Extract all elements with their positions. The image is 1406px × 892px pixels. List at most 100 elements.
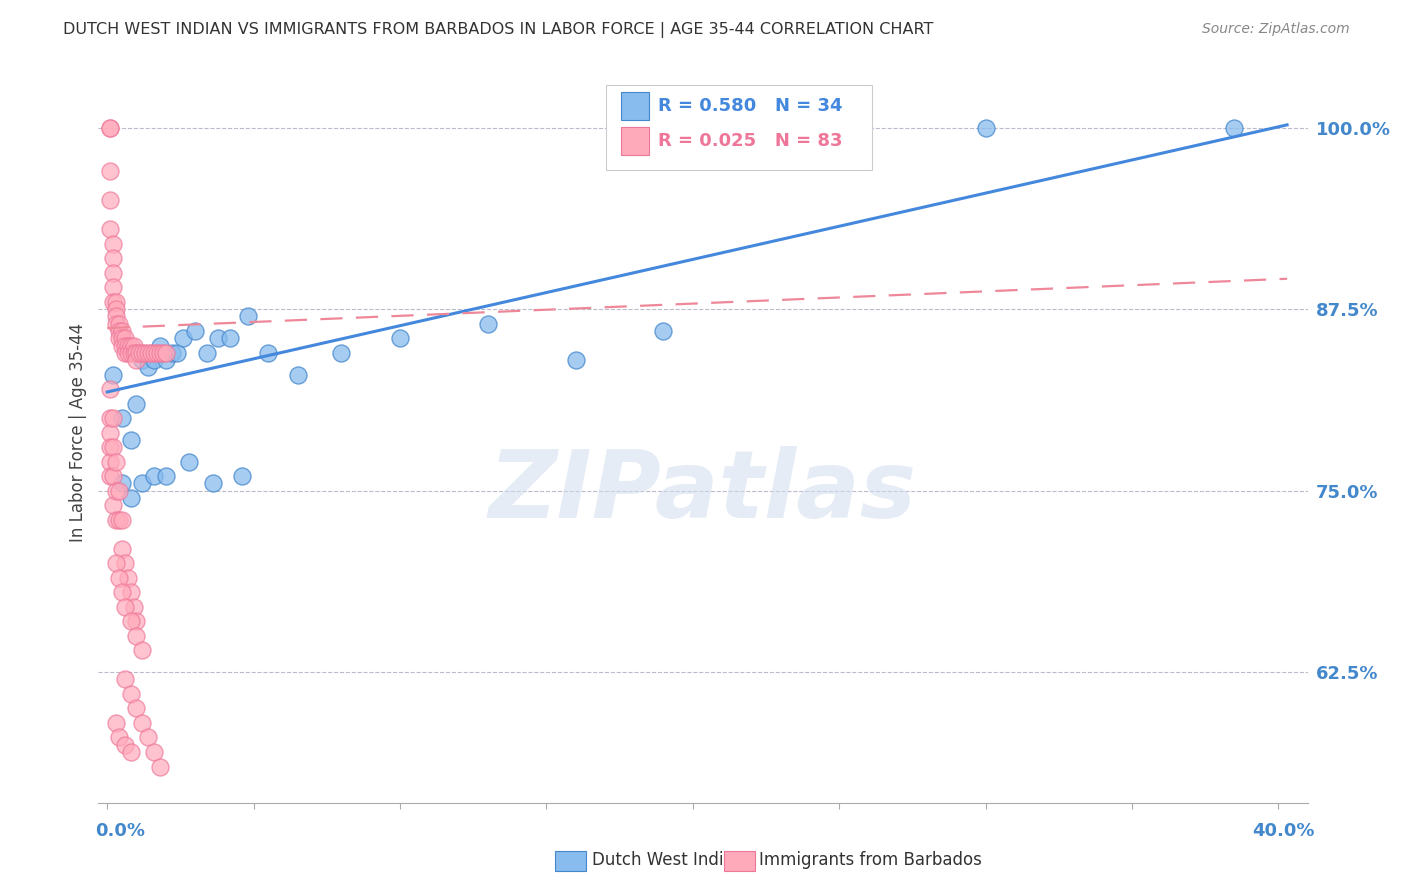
Point bbox=[143, 345, 166, 359]
Point bbox=[111, 476, 134, 491]
Point bbox=[330, 345, 353, 359]
Point bbox=[104, 295, 127, 310]
Point bbox=[974, 120, 997, 135]
Point bbox=[108, 731, 131, 745]
Point bbox=[120, 745, 142, 759]
Point bbox=[120, 433, 142, 447]
Point bbox=[108, 331, 131, 345]
Point bbox=[98, 222, 121, 236]
Text: R = 0.580   N = 34: R = 0.580 N = 34 bbox=[658, 97, 842, 115]
Point bbox=[184, 324, 207, 338]
Point bbox=[101, 266, 124, 280]
Point bbox=[104, 483, 127, 498]
Point bbox=[139, 345, 162, 359]
Point bbox=[111, 513, 134, 527]
Text: Dutch West Indians: Dutch West Indians bbox=[592, 851, 752, 869]
Point bbox=[108, 317, 131, 331]
Point bbox=[98, 455, 121, 469]
Text: Immigrants from Barbados: Immigrants from Barbados bbox=[759, 851, 983, 869]
Point bbox=[101, 236, 124, 251]
Point bbox=[101, 280, 124, 294]
Point bbox=[125, 629, 148, 643]
Point bbox=[131, 476, 153, 491]
Point bbox=[111, 331, 134, 345]
Point bbox=[108, 513, 131, 527]
Point bbox=[128, 345, 150, 359]
Point bbox=[166, 345, 188, 359]
Point bbox=[131, 643, 153, 657]
Point bbox=[114, 599, 136, 614]
Point bbox=[104, 455, 127, 469]
Point bbox=[125, 615, 148, 629]
Point bbox=[207, 331, 229, 345]
Point bbox=[104, 556, 127, 570]
Point bbox=[117, 571, 139, 585]
Point bbox=[125, 396, 148, 410]
Point bbox=[101, 368, 124, 382]
Point bbox=[98, 164, 121, 178]
Point bbox=[108, 483, 131, 498]
Point bbox=[564, 353, 586, 368]
Point bbox=[101, 498, 124, 512]
Text: DUTCH WEST INDIAN VS IMMIGRANTS FROM BARBADOS IN LABOR FORCE | AGE 35-44 CORRELA: DUTCH WEST INDIAN VS IMMIGRANTS FROM BAR… bbox=[63, 22, 934, 38]
Point bbox=[98, 194, 121, 208]
Point bbox=[98, 469, 121, 483]
Point bbox=[111, 338, 134, 352]
Point bbox=[149, 338, 172, 352]
Point bbox=[122, 338, 145, 352]
Point bbox=[98, 120, 121, 135]
Text: R = 0.025   N = 83: R = 0.025 N = 83 bbox=[658, 132, 842, 150]
Point bbox=[117, 345, 139, 359]
Point bbox=[104, 302, 127, 317]
Point bbox=[114, 338, 136, 352]
Point bbox=[136, 345, 159, 359]
Point bbox=[104, 715, 127, 730]
Point bbox=[1223, 120, 1246, 135]
Point bbox=[98, 382, 121, 396]
Point bbox=[117, 338, 139, 352]
Point bbox=[131, 715, 153, 730]
Point bbox=[108, 324, 131, 338]
Point bbox=[143, 469, 166, 483]
Point bbox=[146, 345, 169, 359]
Bar bbox=[621, 92, 648, 120]
Point bbox=[195, 345, 218, 359]
Point bbox=[120, 585, 142, 599]
Point bbox=[160, 345, 183, 359]
Text: 0.0%: 0.0% bbox=[96, 822, 146, 840]
Point bbox=[149, 759, 172, 773]
Point bbox=[101, 411, 124, 425]
Point bbox=[236, 310, 259, 324]
Point bbox=[125, 345, 148, 359]
Point bbox=[131, 345, 153, 359]
Point bbox=[114, 673, 136, 687]
Point bbox=[104, 317, 127, 331]
Point bbox=[101, 252, 124, 266]
Point bbox=[149, 345, 172, 359]
Point bbox=[101, 440, 124, 454]
Point bbox=[98, 120, 121, 135]
Point bbox=[120, 615, 142, 629]
Point bbox=[114, 331, 136, 345]
Point bbox=[98, 411, 121, 425]
Point bbox=[114, 345, 136, 359]
Point bbox=[111, 585, 134, 599]
Point bbox=[120, 687, 142, 701]
Point bbox=[125, 701, 148, 715]
Point bbox=[120, 338, 142, 352]
Point bbox=[111, 411, 134, 425]
Point bbox=[152, 345, 174, 359]
Point bbox=[122, 599, 145, 614]
Point bbox=[98, 425, 121, 440]
Point bbox=[477, 317, 499, 331]
Point bbox=[101, 295, 124, 310]
Point bbox=[114, 738, 136, 752]
Point bbox=[143, 353, 166, 368]
Point bbox=[143, 745, 166, 759]
Point bbox=[388, 331, 411, 345]
Point bbox=[287, 368, 309, 382]
Point bbox=[179, 455, 201, 469]
Point bbox=[120, 345, 142, 359]
Point bbox=[111, 541, 134, 556]
Point bbox=[131, 353, 153, 368]
